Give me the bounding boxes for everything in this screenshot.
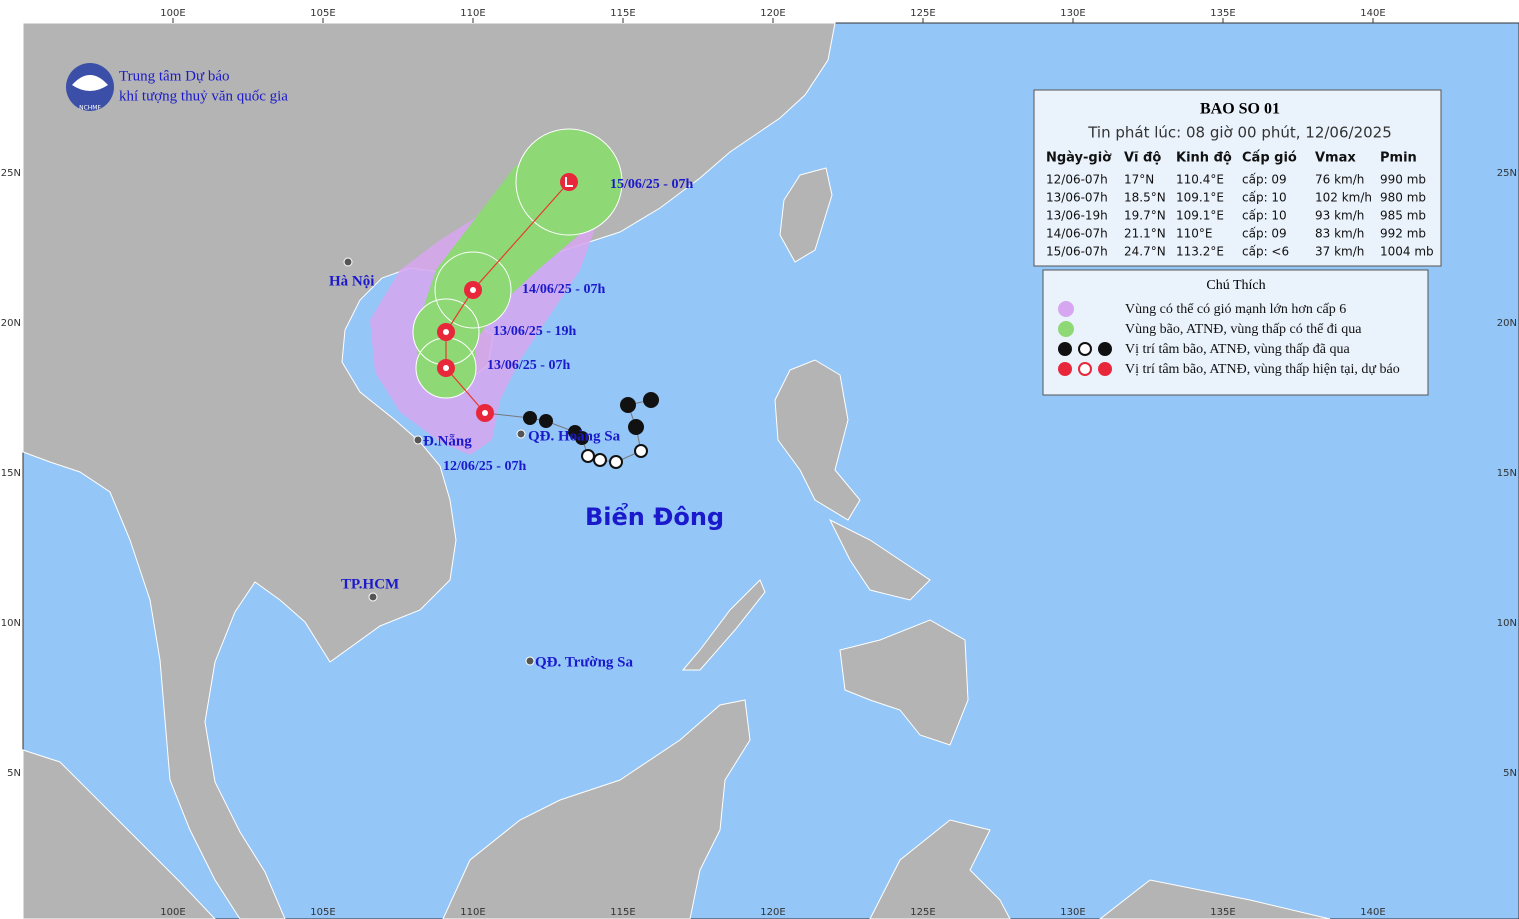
- lat-label: 10N: [1, 618, 21, 629]
- lat-label: 15N: [1497, 468, 1517, 479]
- place-label: Hà Nội: [329, 273, 374, 289]
- table-cell: 992 mb: [1380, 227, 1426, 241]
- lat-label: 20N: [1497, 318, 1517, 329]
- table-cell: 990 mb: [1380, 173, 1426, 187]
- table-cell: 19.7°N: [1124, 209, 1166, 223]
- table-cell: 21.1°N: [1124, 227, 1166, 241]
- table-cell: 985 mb: [1380, 209, 1426, 223]
- lon-label: 120E: [760, 907, 785, 918]
- lat-label: 25N: [1497, 168, 1517, 179]
- legend-item: Vị trí tâm bão, ATNĐ, vùng thấp đã qua: [1125, 342, 1351, 357]
- track-label: 12/06/25 - 07h: [443, 459, 526, 474]
- table-cell: cấp: 10: [1242, 191, 1287, 205]
- lon-label: 135E: [1210, 8, 1235, 19]
- table-cell: 109.1°E: [1176, 209, 1224, 223]
- column-header: Cấp gió: [1242, 151, 1297, 166]
- lon-label: 120E: [760, 8, 785, 19]
- table-cell: 93 km/h: [1315, 209, 1364, 223]
- place-label: QĐ. Hoàng Sa: [528, 428, 621, 444]
- place-label: TP.HCM: [341, 576, 399, 592]
- lon-label: 105E: [310, 907, 335, 918]
- place-label: QĐ. Trường Sa: [535, 654, 634, 670]
- lon-label: 100E: [160, 8, 185, 19]
- lat-label: 5N: [7, 768, 21, 779]
- column-header: Pmin: [1380, 151, 1417, 166]
- legend-item: Vị trí tâm bão, ATNĐ, vùng thấp hiện tại…: [1125, 362, 1400, 377]
- lon-label: 110E: [460, 907, 485, 918]
- bulletin-box: BAO SO 01 Tin phát lúc: 08 giờ 00 phút, …: [1033, 89, 1442, 267]
- lon-label: 115E: [610, 907, 635, 918]
- table-cell: 109.1°E: [1176, 191, 1224, 205]
- lon-label: 105E: [310, 8, 335, 19]
- table-cell: cấp: <6: [1242, 245, 1289, 259]
- table-cell: cấp: 10: [1242, 209, 1287, 223]
- table-cell: 17°N: [1124, 173, 1154, 187]
- track-label: 14/06/25 - 07h: [522, 282, 605, 297]
- track-label: 15/06/25 - 07h: [610, 177, 693, 192]
- table-cell: 12/06-07h: [1046, 173, 1108, 187]
- table-cell: cấp: 09: [1242, 227, 1287, 241]
- lon-label: 135E: [1210, 907, 1235, 918]
- table-cell: 83 km/h: [1315, 227, 1364, 241]
- lat-label: 25N: [1, 168, 21, 179]
- track-label: 13/06/25 - 19h: [493, 324, 576, 339]
- table-cell: 102 km/h: [1315, 191, 1372, 205]
- place-dots: [343, 257, 535, 666]
- table-cell: 76 km/h: [1315, 173, 1364, 187]
- lat-label: 15N: [1, 468, 21, 479]
- table-cell: 110.4°E: [1176, 173, 1224, 187]
- lat-label: 5N: [1503, 768, 1517, 779]
- table-cell: 15/06-07h: [1046, 245, 1108, 259]
- lon-label: 125E: [910, 907, 935, 918]
- lon-label: 140E: [1360, 8, 1385, 19]
- place-label: Đ.Nẵng: [423, 433, 472, 449]
- forecast-positions: [437, 173, 578, 422]
- table-cell: 113.2°E: [1176, 245, 1224, 259]
- lon-label: 140E: [1360, 907, 1385, 918]
- table-cell: 18.5°N: [1124, 191, 1166, 205]
- table-cell: 13/06-07h: [1046, 191, 1108, 205]
- column-header: Ngày-giờ: [1046, 151, 1112, 166]
- bulletin-title: BAO SO 01: [1200, 101, 1280, 118]
- past-positions: [523, 392, 659, 469]
- org-name: khí tượng thuỷ văn quốc gia: [119, 88, 288, 104]
- column-header: Vmax: [1315, 151, 1356, 166]
- table-cell: 37 km/h: [1315, 245, 1364, 259]
- lat-label: 10N: [1497, 618, 1517, 629]
- column-header: Kinh độ: [1176, 151, 1232, 166]
- legend-item: Vùng có thể có gió mạnh lớn hơn cấp 6: [1125, 302, 1346, 317]
- lon-label: 115E: [610, 8, 635, 19]
- table-cell: 1004 mb: [1380, 245, 1434, 259]
- table-cell: 110°E: [1176, 227, 1213, 241]
- lat-label: 20N: [1, 318, 21, 329]
- legend-item: Vùng bão, ATNĐ, vùng thấp có thể đi qua: [1125, 322, 1362, 337]
- lon-label: 130E: [1060, 907, 1085, 918]
- lon-label: 100E: [160, 907, 185, 918]
- legend-title: Chú Thích: [1206, 278, 1265, 293]
- sea-label: Biển Đông: [585, 501, 724, 531]
- table-cell: 24.7°N: [1124, 245, 1166, 259]
- lon-label: 130E: [1060, 8, 1085, 19]
- lon-label: 110E: [460, 8, 485, 19]
- table-cell: 14/06-07h: [1046, 227, 1108, 241]
- org-name: Trung tâm Dự báo: [119, 68, 230, 84]
- bulletin-issued: Tin phát lúc: 08 giờ 00 phút, 12/06/2025: [1087, 124, 1392, 142]
- column-header: Vĩ độ: [1124, 151, 1161, 166]
- legend-box: Chú Thích Vùng có thể có gió mạnh lớn hơ…: [1042, 269, 1429, 396]
- lon-label: 125E: [910, 8, 935, 19]
- logo-text: NCHMF: [79, 105, 101, 112]
- track-label: 13/06/25 - 07h: [487, 358, 570, 373]
- table-cell: 13/06-19h: [1046, 209, 1108, 223]
- table-cell: 980 mb: [1380, 191, 1426, 205]
- table-cell: cấp: 09: [1242, 173, 1287, 187]
- logo: NCHMF: [66, 63, 114, 112]
